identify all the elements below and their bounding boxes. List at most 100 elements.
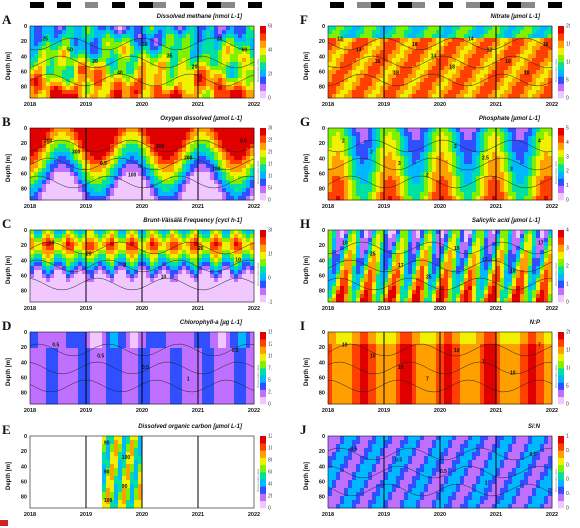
x-tick-label: 2022 bbox=[248, 408, 260, 414]
heatmap-cell bbox=[218, 396, 223, 401]
heatmap-cell bbox=[142, 148, 147, 153]
heatmap-cell bbox=[154, 144, 159, 149]
heatmap-cell bbox=[154, 340, 159, 345]
heatmap-cell bbox=[222, 148, 227, 153]
heatmap-cell bbox=[74, 42, 79, 47]
heatmap-cell bbox=[150, 400, 155, 405]
heatmap-cell bbox=[118, 376, 123, 381]
heatmap-cell bbox=[250, 392, 255, 397]
heatmap-cell bbox=[102, 180, 107, 185]
heatmap-cell bbox=[94, 332, 99, 337]
heatmap-cell bbox=[194, 352, 199, 357]
heatmap-cell bbox=[186, 392, 191, 397]
heatmap-cell bbox=[194, 62, 199, 67]
heatmap-cell bbox=[508, 42, 513, 47]
heatmap-cell bbox=[206, 30, 211, 35]
heatmap-cell bbox=[436, 30, 441, 35]
heatmap-cell bbox=[102, 78, 107, 83]
heatmap-cell bbox=[94, 364, 99, 369]
heatmap-cell bbox=[82, 282, 87, 287]
heatmap-cell bbox=[202, 392, 207, 397]
heatmap-cell bbox=[82, 94, 87, 99]
heatmap-cell bbox=[166, 298, 171, 303]
heatmap-cell bbox=[114, 30, 119, 35]
heatmap-cell bbox=[106, 266, 111, 271]
heatmap-cell bbox=[126, 172, 131, 177]
heatmap-cell bbox=[222, 368, 227, 373]
heatmap-cell bbox=[206, 368, 211, 373]
heatmap-cell bbox=[130, 262, 135, 267]
heatmap-cell bbox=[118, 468, 123, 473]
heatmap-cell bbox=[218, 58, 223, 63]
heatmap-cell bbox=[66, 274, 71, 279]
heatmap-cell bbox=[448, 42, 453, 47]
heatmap-cell bbox=[162, 290, 167, 295]
heatmap-cell bbox=[30, 192, 35, 197]
heatmap-cell bbox=[94, 372, 99, 377]
heatmap-cell bbox=[98, 188, 103, 193]
heatmap-cell bbox=[82, 340, 87, 345]
heatmap-cell bbox=[214, 176, 219, 181]
heatmap-cell bbox=[118, 34, 123, 39]
heatmap-cell bbox=[86, 336, 91, 341]
heatmap-cell bbox=[182, 270, 187, 275]
heatmap-cell bbox=[78, 42, 83, 47]
heatmap-cell bbox=[98, 42, 103, 47]
heatmap-cell bbox=[162, 90, 167, 95]
heatmap-cell bbox=[234, 144, 239, 149]
heatmap-cell bbox=[46, 250, 51, 255]
heatmap-cell bbox=[38, 160, 43, 165]
heatmap-cell bbox=[134, 332, 139, 337]
heatmap-cell bbox=[364, 26, 369, 31]
heatmap-cell bbox=[130, 472, 135, 477]
heatmap-cell bbox=[250, 396, 255, 401]
heatmap-cell bbox=[472, 30, 477, 35]
heatmap-cell bbox=[70, 136, 75, 141]
cruise-bar-segment bbox=[452, 2, 467, 8]
heatmap-cell bbox=[62, 38, 67, 43]
heatmap-cell bbox=[126, 484, 131, 489]
heatmap-cell bbox=[122, 66, 127, 71]
heatmap-cell bbox=[234, 136, 239, 141]
heatmap-cell bbox=[230, 58, 235, 63]
heatmap-cell bbox=[182, 160, 187, 165]
heatmap-cell bbox=[46, 376, 51, 381]
heatmap-cell bbox=[440, 34, 445, 39]
heatmap-cell bbox=[94, 262, 99, 267]
heatmap-cell bbox=[222, 336, 227, 341]
heatmap-cell bbox=[118, 480, 123, 485]
heatmap-cell bbox=[82, 246, 87, 251]
heatmap-cell bbox=[42, 168, 47, 173]
heatmap-cell bbox=[250, 356, 255, 361]
heatmap-cell bbox=[30, 58, 35, 63]
heatmap-cell bbox=[174, 30, 179, 35]
heatmap-cell bbox=[222, 188, 227, 193]
heatmap-cell bbox=[102, 176, 107, 181]
heatmap-cell bbox=[62, 270, 67, 275]
heatmap-cell bbox=[34, 82, 39, 87]
heatmap-cell bbox=[66, 254, 71, 259]
panel-letter: B bbox=[2, 114, 11, 129]
heatmap-cell bbox=[218, 242, 223, 247]
heatmap-cell bbox=[46, 94, 51, 99]
heatmap-cell bbox=[344, 54, 349, 59]
heatmap-cell bbox=[452, 54, 457, 59]
heatmap-cell bbox=[190, 62, 195, 67]
heatmap-cell bbox=[238, 384, 243, 389]
heatmap-cell bbox=[372, 46, 377, 51]
heatmap-cell bbox=[174, 364, 179, 369]
heatmap-cell bbox=[242, 254, 247, 259]
heatmap-cell bbox=[218, 376, 223, 381]
heatmap-cell bbox=[186, 86, 191, 91]
heatmap-cell bbox=[250, 360, 255, 365]
heatmap-cell bbox=[198, 234, 203, 239]
heatmap-cell bbox=[194, 196, 199, 201]
heatmap-cell bbox=[134, 266, 139, 271]
heatmap-cell bbox=[98, 356, 103, 361]
heatmap-cell bbox=[118, 348, 123, 353]
heatmap-cell bbox=[38, 400, 43, 405]
heatmap-cell bbox=[202, 156, 207, 161]
heatmap-cell bbox=[226, 128, 231, 133]
heatmap-cell bbox=[134, 144, 139, 149]
